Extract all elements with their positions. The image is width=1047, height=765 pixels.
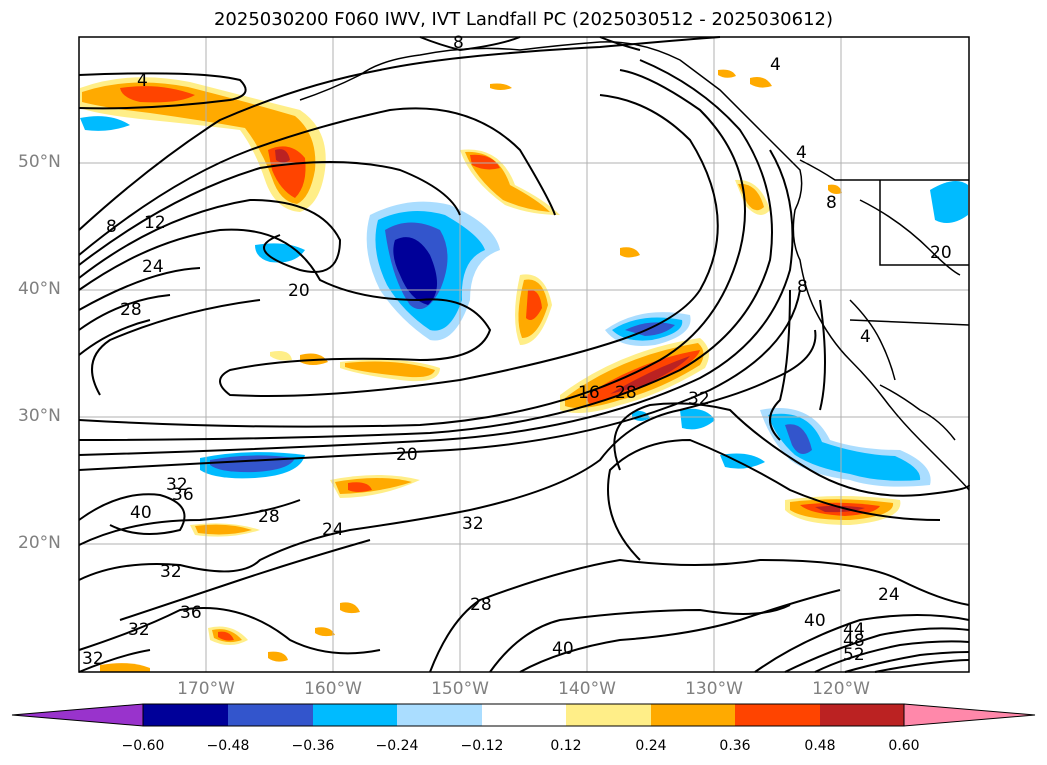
colorbar-tick-label: 0.36 xyxy=(719,738,751,754)
contour-label: 40 xyxy=(130,503,152,523)
contour-label: 52 xyxy=(843,645,865,665)
contour-label: 4 xyxy=(137,71,148,91)
contour-label: 32 xyxy=(82,649,104,669)
contour-label: 36 xyxy=(172,485,194,505)
colorbar-swatch xyxy=(820,704,904,726)
colorbar-swatch xyxy=(482,704,566,726)
contour-label: 44 xyxy=(843,620,865,640)
negative-anomaly-blob xyxy=(366,201,500,341)
contour-label: 12 xyxy=(144,213,166,233)
contour-label: 16 xyxy=(578,383,600,403)
contour-label: 20 xyxy=(288,281,310,301)
contour-label: 28 xyxy=(120,300,142,320)
contour-labels: 4 8 12 24 28 20 8 4 4 8 8 4 20 32 16 28 … xyxy=(82,33,952,669)
lon-label: 140°W xyxy=(558,679,616,699)
colorbar xyxy=(11,703,1036,727)
contour-label: 20 xyxy=(396,445,418,465)
colorbar-tick-label: −0.24 xyxy=(375,738,419,754)
map-title: 2025030200 F060 IWV, IVT Landfall PC (20… xyxy=(213,9,834,30)
contour-label: 24 xyxy=(322,520,344,540)
lon-label: 160°W xyxy=(304,679,362,699)
negative-anomaly-blob xyxy=(760,408,931,487)
colorbar-frame xyxy=(142,703,905,727)
lon-label: 170°W xyxy=(177,679,235,699)
colorbar-swatch xyxy=(651,704,735,726)
colorbar-tick-label: −0.36 xyxy=(291,738,335,754)
contour-label: 20 xyxy=(930,243,952,263)
colorbar-swatch xyxy=(228,704,313,726)
contour-label: 32 xyxy=(462,514,484,534)
contour-label: 4 xyxy=(770,55,781,75)
colorbar-tick-label: 0.12 xyxy=(550,738,582,754)
colorbar-tick-label: 0.48 xyxy=(804,738,836,754)
contour-label: 32 xyxy=(688,389,710,409)
map-frame xyxy=(78,36,970,673)
contour-label: 8 xyxy=(797,277,808,297)
contour-label: 40 xyxy=(804,611,826,631)
iwv-contours xyxy=(78,36,970,673)
contour-label: 24 xyxy=(142,257,164,277)
plot-area xyxy=(79,37,969,672)
colorbar-extend-high xyxy=(903,703,1036,727)
lat-label: 20°N xyxy=(18,533,61,553)
contour-label: 48 xyxy=(843,631,865,651)
contour-label: 8 xyxy=(106,217,117,237)
lat-label: 40°N xyxy=(18,279,61,299)
colorbar-swatch xyxy=(313,704,397,726)
colorbar-tick-label: −0.12 xyxy=(460,738,504,754)
positive-anomaly-blob xyxy=(560,338,709,414)
contour-label: 8 xyxy=(453,33,464,53)
coastline xyxy=(299,41,970,491)
colorbar-swatch xyxy=(735,704,820,726)
colorbar-swatch xyxy=(397,704,482,726)
lon-label: 120°W xyxy=(812,679,870,699)
contour-label: 4 xyxy=(860,327,871,347)
contour-label: 32 xyxy=(166,475,188,495)
contour-label: 8 xyxy=(826,193,837,213)
colorbar-tick-label: 0.24 xyxy=(635,738,667,754)
positive-anomaly-blob xyxy=(460,149,560,215)
colorbar-tick-label: −0.60 xyxy=(121,738,165,754)
lon-label: 150°W xyxy=(431,679,489,699)
lon-label: 130°W xyxy=(685,679,743,699)
colorbar-tick-label: 0.60 xyxy=(888,738,920,754)
colorbar-swatch xyxy=(143,704,228,726)
contour-label: 24 xyxy=(878,585,900,605)
lat-label: 30°N xyxy=(18,406,61,426)
positive-anomaly-blob xyxy=(80,77,326,212)
contour-label: 28 xyxy=(470,595,492,615)
contour-label: 4 xyxy=(796,143,807,163)
contour-label: 32 xyxy=(128,620,150,640)
contour-label: 32 xyxy=(160,562,182,582)
colorbar-extend-low xyxy=(11,703,144,727)
contour-label: 28 xyxy=(615,383,637,403)
colorbar-tick-label: −0.48 xyxy=(206,738,250,754)
contour-label: 40 xyxy=(552,639,574,659)
lat-label: 50°N xyxy=(18,152,61,172)
contour-label: 36 xyxy=(180,603,202,623)
colorbar-swatch xyxy=(566,704,651,726)
positive-anomaly-blob xyxy=(515,274,552,345)
contour-label: 28 xyxy=(258,507,280,527)
